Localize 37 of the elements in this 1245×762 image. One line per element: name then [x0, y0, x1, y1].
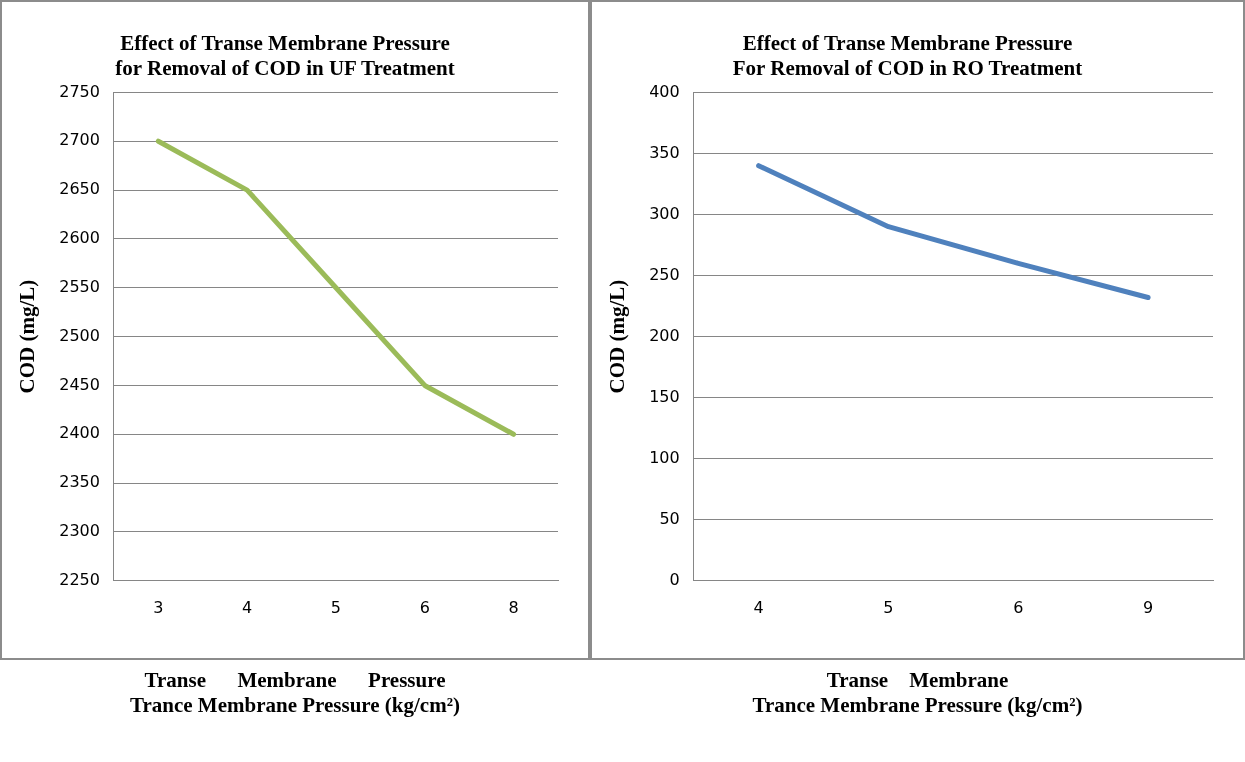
y-tick-label: 2550 — [59, 276, 100, 296]
y-axis-title: COD (mg/L) — [605, 279, 630, 394]
x-tick-label: 5 — [883, 597, 894, 617]
y-tick-label: 0 — [669, 569, 680, 589]
y-tick-label: 250 — [649, 264, 680, 284]
y-tick-label: 2450 — [59, 374, 100, 394]
y-tick-label: 2350 — [59, 472, 100, 492]
y-tick-label: 2650 — [59, 179, 100, 199]
y-tick-label: 2600 — [59, 228, 100, 248]
y-tick-label: 150 — [649, 386, 680, 406]
x-tick-label: 6 — [419, 597, 430, 617]
y-tick-label: 400 — [649, 81, 680, 101]
x-tick-label: 4 — [242, 597, 253, 617]
y-tick-label: 2500 — [59, 325, 100, 345]
y-axis-title: COD (mg/L) — [15, 279, 40, 394]
chart-title: Effect of Transe Membrane Pressure For Removal of COD in RO Treatment — [732, 31, 1083, 81]
x-tick-label: 9 — [1143, 597, 1154, 617]
y-tick-label: 2750 — [59, 81, 100, 101]
text: Transe Membrane — [825, 668, 1010, 693]
y-tick-label: 2250 — [59, 569, 100, 589]
y-tick-label: 2400 — [59, 423, 100, 443]
x-tick-label: 8 — [508, 597, 519, 617]
x-tick-label: 4 — [753, 597, 764, 617]
y-tick-label: 350 — [649, 142, 680, 162]
y-tick-label: 300 — [649, 203, 680, 223]
y-tick-label: 100 — [649, 447, 680, 467]
y-tick-label: 2700 — [59, 130, 100, 150]
y-tick-label: 50 — [659, 508, 680, 528]
x-tick-label: 5 — [330, 597, 342, 617]
x-tick-label: 6 — [1013, 597, 1024, 617]
x-axis-title: Trance Membrane Pressure (kg/cm²) — [129, 693, 461, 718]
chart-title: Effect of Transe Membrane Pressure for Removal of COD in UF Treatment — [115, 31, 455, 81]
y-tick-label: 2300 — [59, 521, 100, 541]
x-axis-title: Trance Membrane Pressure (kg/cm²) — [751, 693, 1084, 718]
text: Transe Membrane Pressure — [143, 668, 447, 693]
x-tick-label: 3 — [153, 597, 164, 617]
y-tick-label: 200 — [649, 325, 680, 345]
